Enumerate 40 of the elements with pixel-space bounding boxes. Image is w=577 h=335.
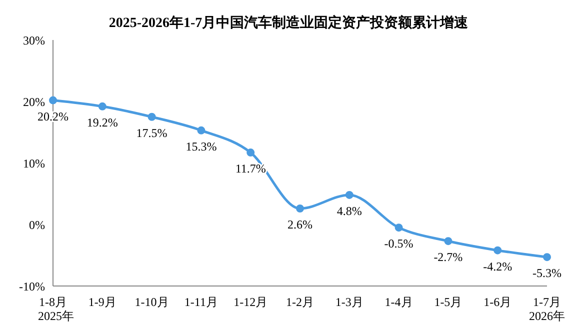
- x-tick-label: 1-6月: [484, 295, 512, 309]
- data-label: -5.3%: [532, 266, 562, 280]
- x-tick-label: 1-12月: [234, 295, 268, 309]
- data-label: 2.6%: [288, 218, 312, 232]
- point: [494, 246, 502, 254]
- x-tick-label: 1-3月: [335, 295, 364, 309]
- x-tick-label: 1-8月: [39, 295, 67, 309]
- data-label: -0.5%: [384, 236, 414, 251]
- data-label: -4.2%: [483, 259, 512, 274]
- x-tick-label: 1-4月: [384, 295, 413, 309]
- point: [444, 237, 452, 246]
- point: [394, 224, 403, 232]
- data-label: 19.2%: [86, 115, 118, 130]
- data-label: 20.2%: [38, 109, 68, 124]
- x-tick-label: 1-11月: [184, 295, 218, 309]
- point: [197, 126, 206, 134]
- point: [98, 102, 106, 110]
- point: [246, 148, 255, 157]
- data-label: 4.8%: [336, 204, 362, 218]
- data-label: -2.7%: [434, 250, 463, 264]
- x-tick-label: 1-10月: [134, 295, 169, 309]
- data-label: 15.3%: [186, 139, 217, 154]
- data-label: 17.5%: [136, 126, 168, 140]
- x-tick-label: 1-5月: [434, 295, 462, 309]
- y-tick-label: 0%: [29, 218, 45, 232]
- point: [543, 253, 551, 262]
- point: [345, 190, 354, 199]
- y-tick-label: -10%: [19, 279, 45, 294]
- point: [296, 204, 304, 213]
- point: [49, 96, 57, 104]
- y-tick-label: 10%: [23, 156, 45, 170]
- text: 2025年: [38, 308, 74, 325]
- x-tick-label: 1-2月: [286, 295, 314, 309]
- y-tick-label: 20%: [23, 94, 45, 109]
- y-tick-label: 30%: [23, 33, 45, 48]
- text: 2026年: [529, 308, 565, 325]
- point: [148, 112, 156, 121]
- x-tick-label: 1-9月: [88, 295, 116, 309]
- x-tick-label: 1-7月: [533, 295, 561, 309]
- chart-title: 2025-2026年1-7月中国汽车制造业固定资产投资额累计增速: [108, 14, 470, 32]
